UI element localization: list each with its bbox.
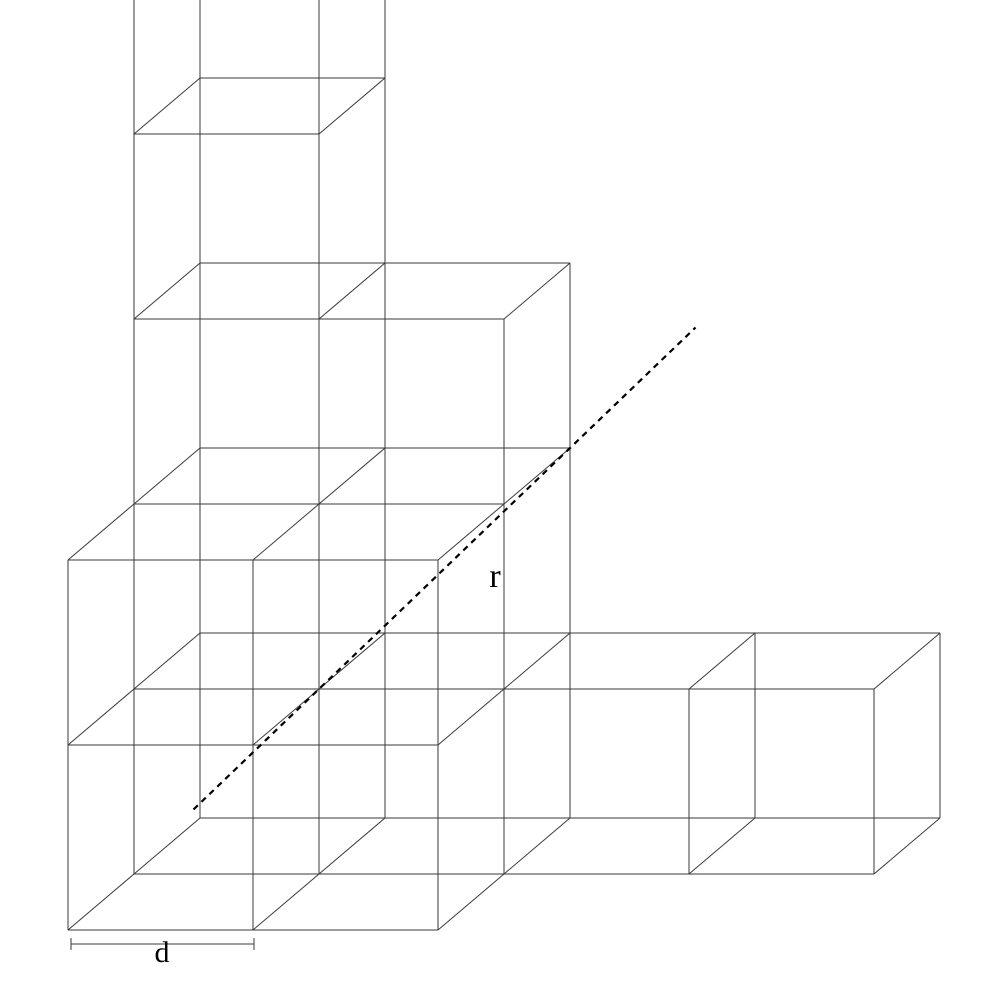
label-r: r bbox=[489, 558, 501, 595]
cube-edge bbox=[689, 633, 755, 689]
cube-edge bbox=[504, 263, 570, 319]
label-d: d bbox=[155, 936, 170, 969]
cube-edge bbox=[319, 448, 385, 504]
cube-edge bbox=[68, 504, 134, 560]
cube-edge bbox=[504, 818, 570, 874]
cube-edge bbox=[134, 633, 200, 689]
cube-edge bbox=[319, 78, 385, 134]
cube-edge bbox=[68, 689, 134, 745]
cube-edge bbox=[319, 633, 385, 689]
cube-edge bbox=[253, 689, 319, 745]
cube-edge bbox=[319, 263, 385, 319]
cube-edge bbox=[253, 874, 319, 930]
cube-edge bbox=[874, 818, 940, 874]
cube-edge bbox=[68, 874, 134, 930]
cube-edge bbox=[438, 874, 504, 930]
cube-edge bbox=[689, 818, 755, 874]
cube-edge bbox=[319, 818, 385, 874]
cube-edge bbox=[874, 633, 940, 689]
cube-edge bbox=[253, 504, 319, 560]
cube-edge bbox=[438, 689, 504, 745]
cube-edge bbox=[134, 78, 200, 134]
cube-edge bbox=[134, 448, 200, 504]
cube-edge bbox=[438, 504, 504, 560]
cube-diagram: rd bbox=[0, 0, 984, 1000]
cube-edge bbox=[504, 633, 570, 689]
cube-edges bbox=[68, 0, 940, 930]
cube-edge bbox=[134, 818, 200, 874]
cube-edge bbox=[134, 263, 200, 319]
diagonal-r bbox=[194, 328, 696, 810]
